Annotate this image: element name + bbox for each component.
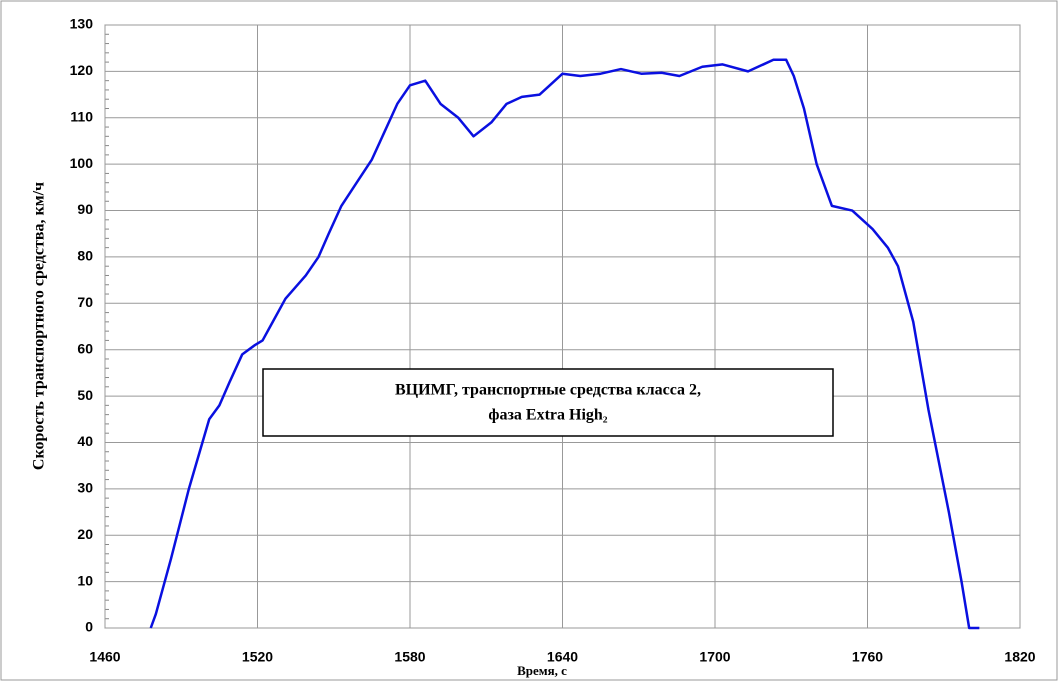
y-axis-label: Скорость транспортного средства, км/ч	[31, 182, 48, 470]
y-tick-label: 80	[77, 248, 93, 264]
x-tick-label: 1520	[242, 649, 273, 665]
x-tick-label: 1760	[852, 649, 883, 665]
y-tick-label: 120	[70, 62, 94, 78]
y-tick-label: 10	[77, 572, 93, 588]
speed-line	[149, 58, 980, 630]
x-tick-label: 1640	[547, 649, 578, 665]
annotation-box	[262, 368, 834, 437]
y-tick-label: 90	[77, 201, 93, 217]
y-tick-label: 40	[77, 433, 93, 449]
y-tick-label: 50	[77, 387, 93, 403]
y-tick-label: 60	[77, 340, 93, 356]
x-axis-label: Время, с	[517, 663, 567, 678]
x-tick-label: 1460	[89, 649, 120, 665]
y-tick-label: 20	[77, 526, 93, 542]
y-tick-label: 30	[77, 480, 93, 496]
y-tick-label: 0	[85, 619, 93, 635]
y-tick-label: 110	[70, 108, 93, 124]
x-tick-label: 1580	[394, 649, 425, 665]
y-tick-label: 130	[70, 16, 94, 32]
annotation-text: ВЦИМГ, транспортные средства класса 2,	[395, 382, 701, 399]
y-tick-label: 70	[77, 294, 93, 310]
y-tick-label: 100	[70, 155, 94, 171]
annotation-text: фаза Extra High₂	[488, 407, 607, 424]
x-tick-label: 1700	[699, 649, 730, 665]
x-tick-label: 1820	[1004, 649, 1035, 665]
